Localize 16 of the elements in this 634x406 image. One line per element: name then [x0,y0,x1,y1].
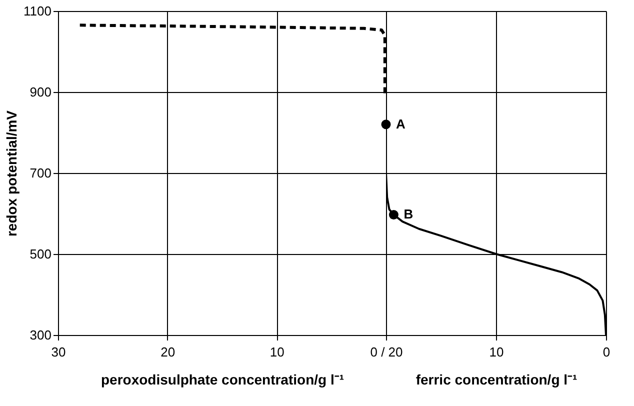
y-tick-label: 700 [30,166,52,180]
annotation: A [396,116,406,132]
x-axis-title: peroxodisulphate concentration/g l⁻¹ [100,372,344,388]
x-tick-label: 0 / 20 [370,344,403,360]
x-tick-label: 10 [489,344,504,360]
x-tick-label: 20 [160,344,176,360]
annotation: B [404,206,414,222]
x-axis-title: ferric concentration/g l⁻¹ [416,372,578,388]
y-tick-label: 500 [30,246,52,262]
y-tick-label: 900 [30,84,52,100]
y-axis-title: redox potential/mV [4,110,20,237]
y-tick-label: 1100 [24,4,52,18]
x-tick-label: 30 [51,344,66,360]
y-tick-label: 300 [30,328,52,342]
x-tick-label: 10 [270,344,284,360]
x-tick-label: 0 [602,344,610,360]
